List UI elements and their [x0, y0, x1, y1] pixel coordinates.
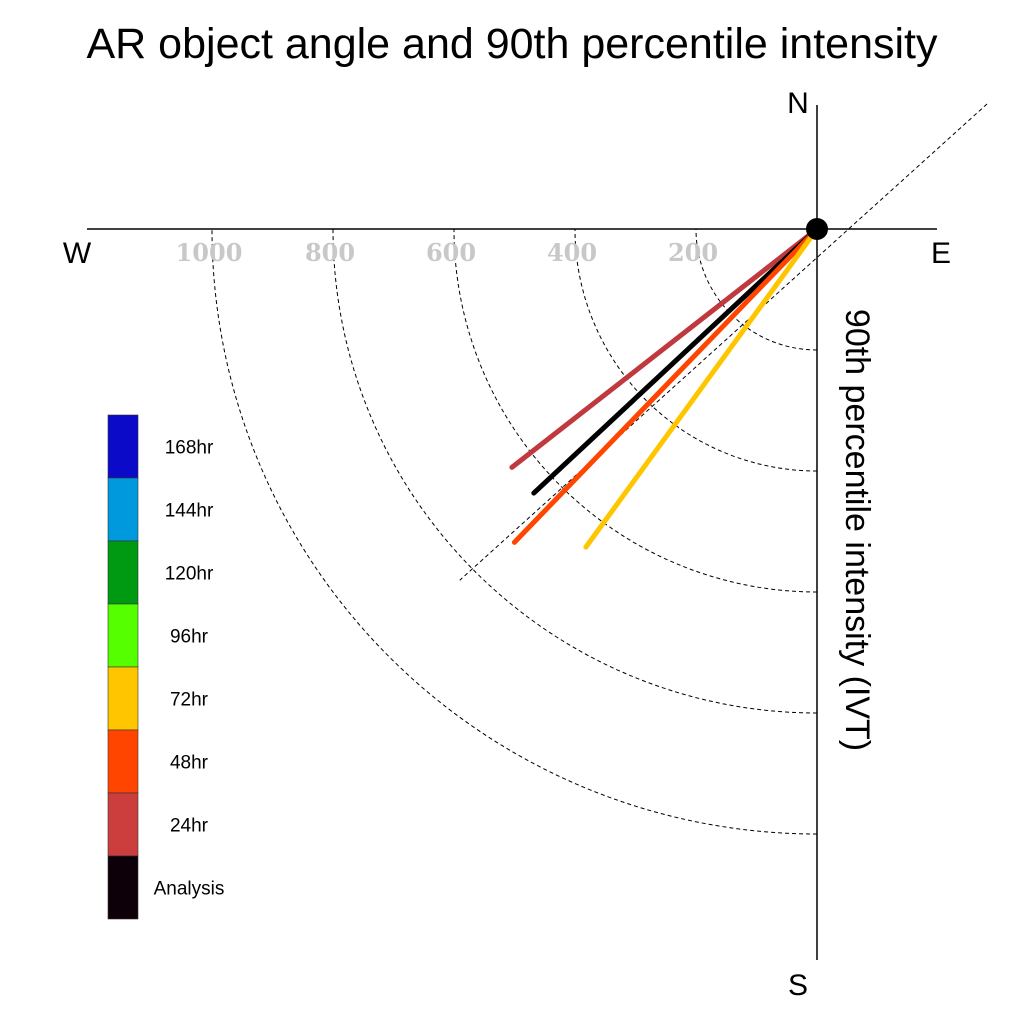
legend-label: Analysis	[154, 879, 225, 900]
legend-label: 120hr	[165, 564, 214, 585]
grid-diagonal	[459, 103, 988, 581]
compass-east: E	[931, 237, 951, 270]
radial-tick-label: 400	[547, 238, 597, 267]
radial-ticks: 200 400 600 800 1000	[176, 238, 718, 267]
vector-24hr	[509, 226, 820, 470]
radial-tick-label: 200	[668, 238, 718, 267]
compass-north: N	[787, 87, 809, 120]
legend-label: 72hr	[170, 690, 209, 711]
legend-swatch	[107, 855, 139, 920]
legend-label: 96hr	[170, 627, 209, 648]
legend-label: 48hr	[170, 753, 209, 774]
vectors	[509, 226, 820, 550]
grid-arc	[453, 228, 818, 593]
compass-south: S	[788, 969, 808, 1002]
radial-tick-label: 1000	[176, 238, 243, 267]
grid-arc	[332, 228, 818, 714]
legend-swatch	[107, 477, 139, 542]
compass-west: W	[63, 237, 92, 270]
chart-title: AR object angle and 90th percentile inte…	[87, 20, 938, 68]
legend: 168hr 144hr 120hr 96hr 72hr 48hr 24hr Analysis	[107, 414, 225, 920]
grid-arc	[574, 228, 818, 472]
radial-tick-label: 600	[426, 238, 476, 267]
origin-dot	[806, 218, 828, 240]
legend-swatch	[107, 666, 139, 731]
vector-48hr	[511, 226, 820, 545]
y-axis-label: 90th percentile intensity (IVT)	[838, 309, 876, 751]
legend-label: 144hr	[165, 501, 214, 522]
legend-swatch	[107, 540, 139, 605]
legend-label: 168hr	[165, 438, 214, 459]
vector-72hr	[583, 226, 820, 550]
grid-arc	[211, 228, 818, 835]
legend-swatch	[107, 729, 139, 794]
legend-swatch	[107, 603, 139, 668]
legend-label: 24hr	[170, 816, 209, 837]
legend-swatch	[107, 414, 139, 479]
vector-analysis	[531, 226, 820, 496]
radial-tick-label: 800	[305, 238, 355, 267]
legend-swatch	[107, 792, 139, 857]
